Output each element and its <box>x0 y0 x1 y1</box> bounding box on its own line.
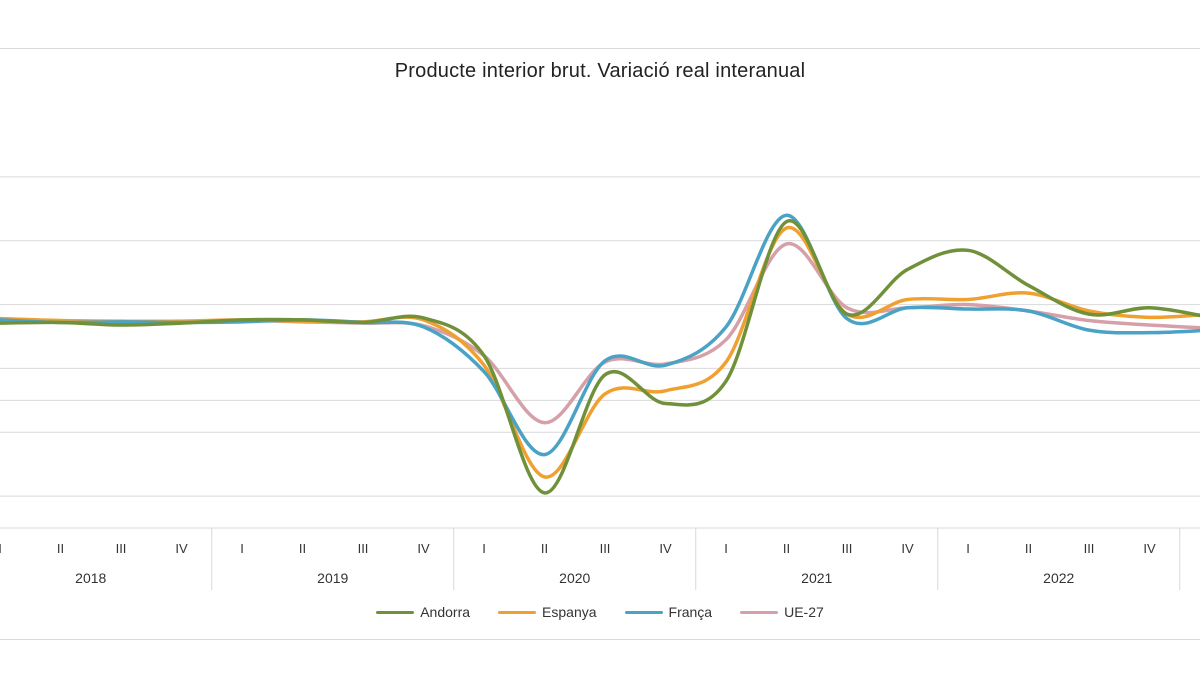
legend-item-andorra: Andorra <box>376 604 470 620</box>
series-line-frana <box>0 213 1200 457</box>
series-line-ue27 <box>0 242 1200 425</box>
legend-label-andorra: Andorra <box>420 604 471 620</box>
quarter-tick-label: I <box>724 541 728 556</box>
year-label-2018: 2018 <box>75 570 106 586</box>
quarter-tick-label: III <box>842 541 853 556</box>
quarter-tick-label: III <box>116 541 127 556</box>
quarter-tick-label: III <box>600 541 611 556</box>
legend-swatch-andorra <box>376 610 415 614</box>
quarter-tick-label: III <box>358 541 369 556</box>
legend-swatch-franca <box>624 610 663 614</box>
legend-label-franca: França <box>668 604 713 620</box>
quarter-tick-label: IV <box>1143 541 1156 556</box>
year-label-2020: 2020 <box>559 570 590 586</box>
quarter-tick-label: IV <box>901 541 914 556</box>
quarter-tick-label: IV <box>417 541 430 556</box>
legend: Andorra Espanya França UE-27 <box>0 604 1200 620</box>
quarter-tick-label: I <box>966 541 970 556</box>
chart-frame <box>0 48 1200 640</box>
year-label-2021: 2021 <box>801 570 832 586</box>
quarter-tick-label: IV <box>175 541 188 556</box>
quarter-tick-label: IV <box>659 541 672 556</box>
legend-item-ue27: UE-27 <box>740 604 824 620</box>
year-label-2019: 2019 <box>317 570 348 586</box>
quarter-tick-label: II <box>541 541 548 556</box>
quarter-tick-label: II <box>299 541 306 556</box>
legend-label-espanya: Espanya <box>542 604 597 620</box>
legend-item-franca: França <box>624 604 713 620</box>
quarter-tick-label: II <box>783 541 790 556</box>
legend-label-ue27: UE-27 <box>784 604 824 620</box>
chart-title: Producte interior brut. Variació real in… <box>394 60 806 82</box>
quarter-tick-label: II <box>57 541 64 556</box>
legend-swatch-espanya <box>498 610 537 614</box>
quarter-tick-label: I <box>240 541 244 556</box>
series-line-andorra <box>0 219 1200 495</box>
year-label-2022: 2022 <box>1043 570 1074 586</box>
quarter-tick-label: III <box>1084 541 1095 556</box>
quarter-tick-label: I <box>0 541 2 556</box>
quarter-tick-label: II <box>1025 541 1032 556</box>
quarter-tick-label: I <box>482 541 486 556</box>
series-line-espanya <box>0 226 1200 479</box>
legend-swatch-ue27 <box>740 610 779 614</box>
legend-item-espanya: Espanya <box>498 604 597 620</box>
